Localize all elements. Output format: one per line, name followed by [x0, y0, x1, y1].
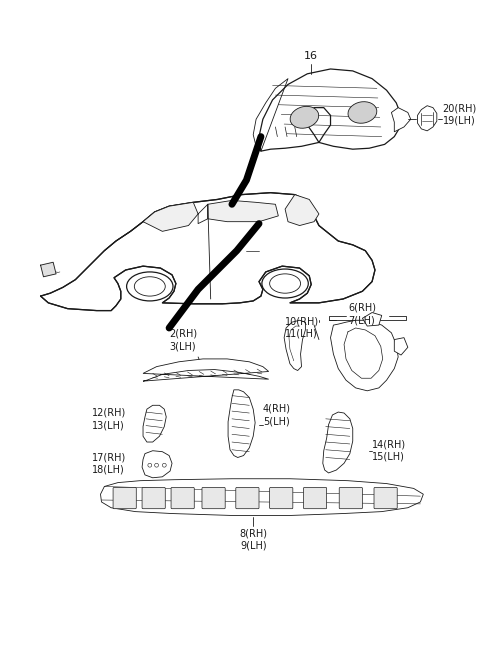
Polygon shape [143, 359, 269, 381]
FancyBboxPatch shape [236, 487, 259, 509]
FancyBboxPatch shape [171, 487, 194, 509]
Text: 16: 16 [304, 51, 318, 62]
Circle shape [148, 463, 152, 467]
Ellipse shape [348, 102, 377, 123]
Polygon shape [391, 107, 411, 132]
Ellipse shape [270, 274, 300, 293]
Text: 2(RH)
3(LH): 2(RH) 3(LH) [169, 329, 197, 351]
Polygon shape [394, 337, 408, 355]
Ellipse shape [134, 277, 165, 296]
Polygon shape [331, 320, 398, 391]
FancyBboxPatch shape [142, 487, 165, 509]
Ellipse shape [290, 106, 319, 128]
Polygon shape [323, 412, 353, 473]
Circle shape [155, 463, 158, 467]
FancyBboxPatch shape [303, 487, 327, 509]
FancyBboxPatch shape [374, 487, 397, 509]
Polygon shape [41, 262, 56, 277]
Polygon shape [142, 451, 172, 477]
Polygon shape [143, 405, 166, 442]
Text: 6(RH)
7(LH): 6(RH) 7(LH) [348, 303, 376, 326]
Text: 12(RH)
13(LH): 12(RH) 13(LH) [92, 407, 126, 430]
Polygon shape [285, 195, 319, 225]
Ellipse shape [127, 272, 173, 301]
Polygon shape [362, 312, 382, 326]
Polygon shape [284, 320, 305, 371]
FancyBboxPatch shape [113, 487, 136, 509]
Polygon shape [143, 202, 198, 231]
FancyBboxPatch shape [339, 487, 362, 509]
FancyBboxPatch shape [270, 487, 293, 509]
Circle shape [162, 463, 166, 467]
Polygon shape [100, 479, 423, 515]
Polygon shape [228, 390, 255, 457]
Text: 20(RH)
19(LH): 20(RH) 19(LH) [443, 103, 477, 126]
Text: 14(RH)
15(LH): 14(RH) 15(LH) [372, 440, 406, 462]
Text: 8(RH)
9(LH): 8(RH) 9(LH) [239, 528, 267, 550]
Text: 4(RH)
5(LH): 4(RH) 5(LH) [263, 403, 291, 426]
Polygon shape [41, 193, 375, 310]
Text: 10(RH)
11(LH): 10(RH) 11(LH) [285, 316, 319, 339]
Polygon shape [208, 200, 278, 221]
Polygon shape [418, 105, 437, 131]
FancyBboxPatch shape [202, 487, 225, 509]
Ellipse shape [262, 269, 308, 298]
Polygon shape [259, 69, 401, 151]
Text: 17(RH)
18(LH): 17(RH) 18(LH) [92, 452, 126, 474]
